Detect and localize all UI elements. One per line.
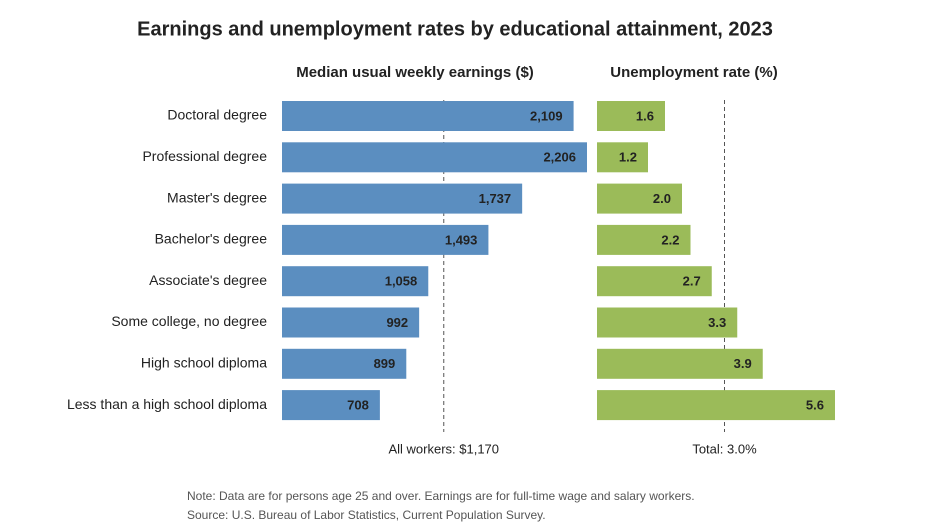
bar	[282, 266, 429, 297]
note: Note: Data are for persons age 25 and ov…	[187, 489, 695, 503]
source: Source: U.S. Bureau of Labor Statistics,…	[187, 508, 546, 522]
value-label: 992	[386, 315, 408, 330]
value-label: 708	[347, 398, 369, 413]
category-label: High school diploma	[141, 355, 267, 371]
value-label: 1,493	[445, 232, 478, 247]
value-label: 1,737	[479, 191, 512, 206]
bar	[597, 224, 691, 255]
bar	[282, 307, 420, 338]
category-label: Bachelor's degree	[155, 231, 268, 247]
value-label: 1,058	[385, 274, 418, 289]
value-label: 3.3	[708, 315, 726, 330]
value-label: 2.7	[683, 274, 701, 289]
category-label: Master's degree	[167, 189, 267, 205]
value-label: 2.2	[661, 232, 679, 247]
chart-title: Earnings and unemployment rates by educa…	[137, 18, 773, 40]
category-label: Doctoral degree	[167, 107, 267, 123]
category-label: Less than a high school diploma	[67, 396, 267, 412]
bar	[597, 101, 665, 131]
reference-label: All workers: $1,170	[388, 441, 499, 456]
value-label: 5.6	[806, 398, 824, 413]
bar	[597, 390, 835, 421]
bar	[597, 348, 763, 379]
bar	[597, 142, 648, 173]
category-label: Some college, no degree	[111, 313, 267, 329]
bar	[282, 348, 407, 379]
value-label: 2.0	[653, 191, 671, 206]
category-label: Professional degree	[142, 148, 267, 164]
panel-title: Unemployment rate (%)	[610, 64, 778, 81]
bar	[597, 307, 738, 338]
value-label: 2,206	[543, 150, 576, 165]
value-label: 899	[374, 356, 396, 371]
value-label: 1.6	[636, 108, 654, 123]
value-label: 3.9	[734, 356, 752, 371]
bar	[282, 183, 523, 214]
bar	[282, 142, 587, 173]
bar	[597, 266, 712, 297]
bar	[282, 224, 489, 255]
bar	[282, 101, 574, 131]
panel-title: Median usual weekly earnings ($)	[296, 64, 534, 81]
bar	[597, 183, 682, 214]
category-label: Associate's degree	[149, 272, 267, 288]
reference-label: Total: 3.0%	[692, 441, 757, 456]
value-label: 2,109	[530, 108, 563, 123]
value-label: 1.2	[619, 150, 637, 165]
bar	[282, 390, 380, 421]
